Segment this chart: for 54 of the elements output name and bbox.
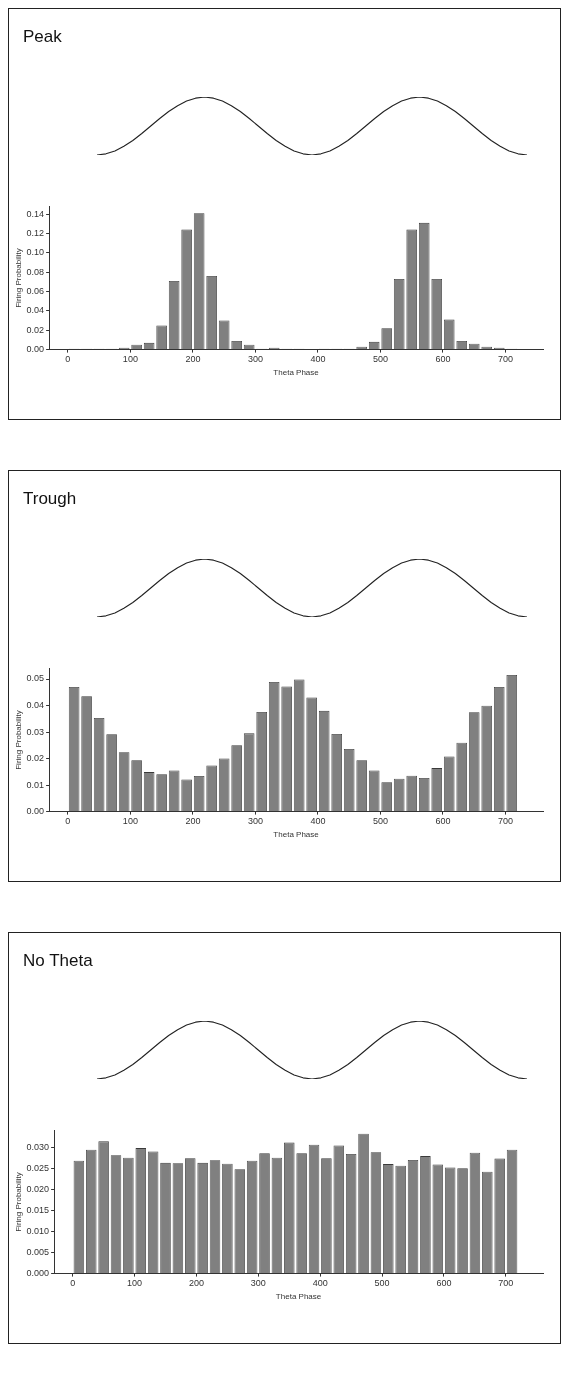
y-tick-label: 0.02 — [26, 324, 45, 335]
x-tick-label: 0 — [65, 354, 71, 365]
x-tick-label: 100 — [127, 1278, 143, 1289]
x-tick-label: 500 — [372, 354, 388, 365]
x-tick-label: 600 — [435, 354, 451, 365]
y-tick-label: 0.01 — [26, 779, 45, 790]
y-tick-label: 0.05 — [26, 673, 45, 684]
x-tick-label: 200 — [185, 816, 201, 827]
x-tick-label: 500 — [372, 816, 388, 827]
x-tick-label: 300 — [247, 354, 263, 365]
x-tick-label: 500 — [374, 1278, 390, 1289]
y-tick-label: 0.12 — [26, 227, 45, 238]
chart-title: Trough — [23, 489, 77, 509]
x-tick-label: 300 — [250, 1278, 266, 1289]
x-axis-title: Theta Phase — [273, 368, 320, 378]
y-tick-label: 0.00 — [26, 806, 45, 817]
y-tick-label: 0.04 — [26, 305, 45, 316]
y-tick-label: 0.025 — [26, 1162, 50, 1173]
x-tick-label: 700 — [497, 354, 514, 365]
y-tick-label: 0.005 — [26, 1247, 50, 1258]
x-axis-title: Theta Phase — [275, 1292, 322, 1302]
y-tick-label: 0.030 — [26, 1141, 50, 1152]
y-tick-label: 0.015 — [26, 1204, 50, 1215]
chart-title: Peak — [23, 27, 62, 47]
x-tick-label: 700 — [498, 1278, 514, 1289]
x-tick-label: 200 — [188, 1278, 204, 1289]
x-tick-label: 400 — [310, 354, 326, 365]
x-tick-label: 200 — [185, 354, 201, 365]
y-tick-label: 0.14 — [26, 208, 45, 219]
y-tick-label: 0.06 — [26, 286, 45, 297]
x-tick-label: 600 — [436, 1278, 452, 1289]
y-tick-label: 0.04 — [26, 700, 45, 711]
y-axis-title: Firing Probability — [14, 1172, 23, 1232]
chart-title: No Theta — [23, 951, 93, 971]
y-tick-label: 0.020 — [26, 1183, 50, 1194]
x-tick-label: 700 — [497, 816, 514, 827]
x-axis-title: Theta Phase — [273, 830, 320, 840]
x-tick-label: 100 — [122, 816, 138, 827]
x-tick-label: 400 — [312, 1278, 328, 1289]
x-tick-label: 0 — [65, 816, 71, 827]
x-tick-label: 300 — [247, 816, 263, 827]
y-axis-title: Firing Probability — [14, 710, 23, 770]
y-tick-label: 0.08 — [26, 266, 45, 277]
x-tick-label: 0 — [70, 1278, 76, 1289]
y-tick-label: 0.10 — [26, 247, 45, 258]
x-tick-label: 400 — [310, 816, 326, 827]
y-tick-label: 0.000 — [26, 1268, 50, 1279]
y-tick-label: 0.010 — [26, 1225, 50, 1236]
y-tick-label: 0.00 — [26, 344, 45, 355]
y-axis-title: Firing Probability — [14, 248, 23, 308]
x-tick-label: 100 — [122, 354, 138, 365]
x-tick-label: 600 — [435, 816, 451, 827]
y-tick-label: 0.03 — [26, 726, 45, 737]
y-tick-label: 0.02 — [26, 753, 45, 764]
